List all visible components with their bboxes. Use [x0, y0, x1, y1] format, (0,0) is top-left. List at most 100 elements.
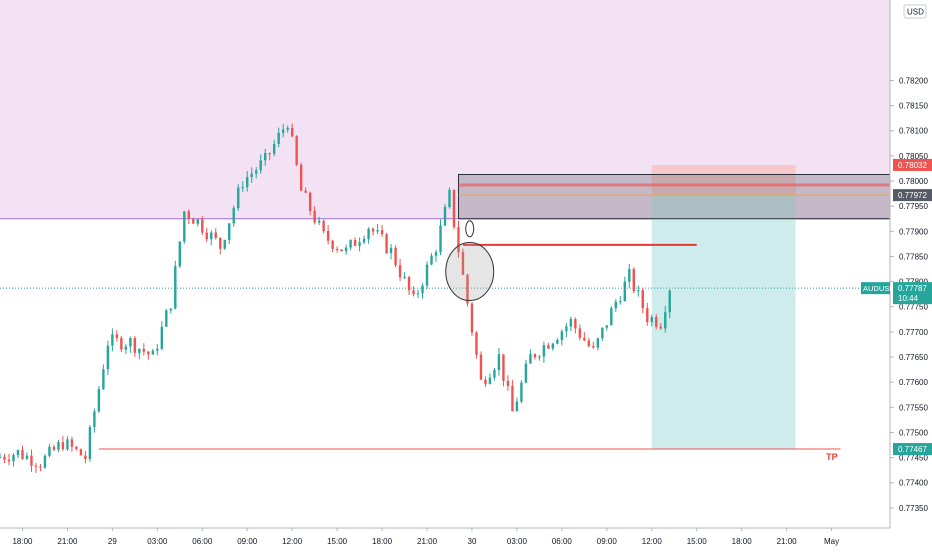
time-tick-label: 12:00 — [642, 537, 663, 546]
candle-body — [124, 346, 128, 350]
candle-body — [556, 340, 559, 344]
candle-body — [147, 351, 150, 355]
candle-body — [596, 338, 600, 348]
candle-body — [313, 210, 316, 223]
entry-price-tag: 0.77972 — [893, 189, 932, 202]
time-tick-label: 12:00 — [282, 537, 303, 546]
candle-body — [219, 237, 222, 249]
candle-body — [326, 231, 330, 241]
candle-body — [637, 290, 640, 292]
time-tick-label: 18:00 — [12, 537, 33, 546]
candle-body — [353, 239, 357, 246]
candle-body — [138, 348, 141, 353]
candle-body — [565, 326, 568, 332]
candle-body — [178, 241, 181, 267]
candle-body — [88, 427, 92, 460]
price-tick-label: 0.77450 — [899, 454, 928, 463]
position-target-zone — [651, 195, 796, 450]
supply-zone-box[interactable] — [457, 173, 891, 220]
candle-body — [511, 385, 514, 412]
candle-body — [398, 265, 402, 278]
candle-body — [165, 310, 168, 327]
candle-body — [228, 223, 231, 241]
candle-body — [3, 456, 6, 460]
candle-body — [380, 230, 384, 235]
candle-body — [470, 303, 474, 333]
candle-body — [192, 218, 195, 224]
entry-price-tag-box — [893, 189, 932, 202]
candle-body — [322, 220, 325, 232]
candle-body — [668, 290, 671, 313]
candle-body — [461, 252, 465, 275]
candle-body — [547, 345, 550, 349]
candle-body — [7, 459, 11, 462]
candle-body — [57, 442, 60, 450]
price-tick-label: 0.78200 — [899, 76, 928, 85]
time-tick-label: 18:00 — [372, 537, 393, 546]
candle-body — [403, 276, 406, 278]
small-highlight-circle[interactable] — [465, 220, 475, 238]
candle-body — [466, 274, 469, 304]
candle-body — [232, 208, 235, 224]
candle-body — [75, 446, 78, 450]
current-price-tag-label: 0.77787 — [898, 284, 927, 293]
candle-body — [241, 187, 244, 189]
candle-body — [646, 308, 649, 323]
highlight-circle[interactable] — [445, 242, 495, 302]
candle-body — [443, 207, 447, 226]
candles-layer — [0, 123, 671, 473]
candle-body — [142, 348, 146, 352]
candle-body — [183, 211, 186, 242]
candle-body — [529, 354, 532, 364]
candle-body — [201, 219, 204, 233]
candle-body — [412, 290, 415, 295]
drawings-layer: TP — [445, 220, 838, 462]
candle-body — [205, 232, 208, 240]
background-layer — [0, 0, 891, 450]
candle-body — [457, 227, 460, 253]
candle-body — [421, 285, 424, 294]
candle-body — [502, 354, 505, 381]
candle-body — [524, 363, 528, 383]
currency-badge[interactable]: USD — [903, 4, 927, 19]
time-tick-label: 06:00 — [192, 537, 213, 546]
candle-body — [619, 301, 622, 303]
candle-body — [560, 331, 564, 341]
time-tick-label: 30 — [468, 537, 477, 546]
candle-body — [84, 455, 87, 460]
candle-body — [488, 377, 492, 384]
candle-body — [664, 312, 667, 329]
target-price-tag: 0.77467 — [893, 443, 932, 456]
entry-price-tag-label: 0.77972 — [898, 191, 927, 200]
candle-body — [425, 264, 429, 286]
price-axis-ticks[interactable]: 0.78200 0.78150 0.78100 0.78050 0.78000 0.779… — [890, 76, 928, 513]
candle-body — [439, 225, 442, 253]
candle-body — [515, 401, 519, 412]
candle-body — [349, 239, 352, 248]
current-candle-countdown: 10:44 — [898, 294, 919, 303]
price-tick-label: 0.77800 — [899, 278, 928, 287]
current-price-tag: AUDUSD 0.77787 10:44 — [861, 282, 932, 305]
candle-body — [111, 334, 114, 346]
candle-body — [407, 276, 411, 291]
price-tick-label: 0.77950 — [899, 202, 928, 211]
candle-body — [317, 220, 321, 223]
price-tick-label: 0.77350 — [899, 504, 928, 513]
candle-body — [340, 249, 343, 252]
price-tick-label: 0.77650 — [899, 353, 928, 362]
stop-price-tag: 0.78032 — [893, 158, 932, 171]
candle-body — [16, 450, 20, 456]
candle-body — [331, 240, 334, 250]
price-tags: 0.78032 0.77972 AUDUSD 0.77787 10:44 0.7… — [861, 158, 932, 456]
price-tick-label: 0.77850 — [899, 252, 928, 261]
candle-body — [493, 369, 496, 378]
time-axis-ticks[interactable]: 18:00 21:00 29 03:00 06:00 09:00 12:00 15:00 18:… — [12, 528, 839, 546]
symbol-tag-label: AUDUSD — [863, 284, 895, 293]
candle-body — [133, 338, 137, 353]
candle-body — [416, 293, 420, 295]
candle-body — [583, 337, 586, 341]
candle-body — [290, 127, 294, 137]
